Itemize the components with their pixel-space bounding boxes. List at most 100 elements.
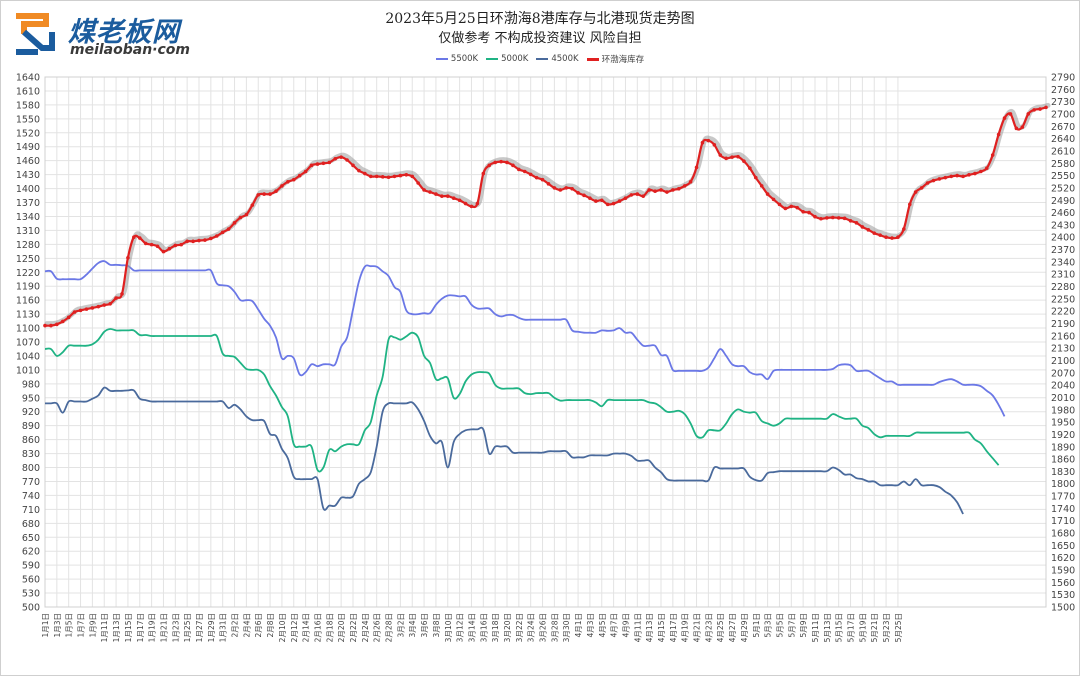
x-tick-label: 5月3日 xyxy=(764,613,773,638)
legend-swatch-4500k xyxy=(536,58,549,60)
x-tick-label: 3月26日 xyxy=(539,613,548,642)
series-3-point xyxy=(78,308,83,313)
series-3-point xyxy=(238,215,243,220)
series-3-point xyxy=(718,153,723,157)
series-0-line xyxy=(44,260,1006,417)
series-3-point xyxy=(345,158,349,162)
series-3-point xyxy=(434,192,438,196)
x-tick-label: 2月20日 xyxy=(337,613,346,642)
series-3-point xyxy=(546,182,551,186)
y-right-tick-label: 1830 xyxy=(1051,467,1075,478)
series-3-point xyxy=(410,174,415,179)
y-left-tick-label: 800 xyxy=(22,463,40,474)
series-3-point xyxy=(315,162,320,166)
x-tick-label: 4月21日 xyxy=(693,613,702,642)
x-tick-label: 2月18日 xyxy=(325,613,334,642)
x-tick-label: 2月22日 xyxy=(349,613,358,642)
y-left-tick-label: 1610 xyxy=(16,86,40,97)
x-tick-label: 2月26日 xyxy=(373,613,382,642)
series-3-point xyxy=(860,225,865,229)
series-3-point xyxy=(801,209,805,214)
series-3-point xyxy=(143,241,148,246)
y-right-tick-label: 2130 xyxy=(1051,344,1075,355)
series-3-point xyxy=(55,322,59,327)
series-3-point xyxy=(807,210,811,215)
series-3-point xyxy=(902,227,906,231)
y-right-tick-label: 2070 xyxy=(1051,368,1075,379)
legend-item-5500k: 5500K xyxy=(435,53,478,65)
series-3-point xyxy=(220,230,225,235)
series-3-point xyxy=(321,161,326,166)
series-3-point xyxy=(368,174,373,179)
x-tick-label: 1月27日 xyxy=(195,613,204,642)
x-tick-label: 4月7日 xyxy=(610,613,619,638)
x-tick-label: 1月21日 xyxy=(159,613,168,642)
series-3-point xyxy=(984,166,989,171)
x-tick-label: 3月12日 xyxy=(456,613,465,642)
x-tick-label: 4月23日 xyxy=(704,613,713,642)
series-3-point xyxy=(268,192,272,196)
series-3-point xyxy=(842,216,847,221)
series-3-point xyxy=(878,233,882,237)
legend-swatch-5500k xyxy=(435,58,448,60)
y-right-tick-label: 2160 xyxy=(1051,331,1075,342)
y-right-tick-label: 1650 xyxy=(1051,541,1075,552)
series-3-point xyxy=(386,175,391,180)
x-tick-label: 2月10日 xyxy=(278,613,287,642)
x-tick-label: 3月6日 xyxy=(420,613,429,638)
y-right-tick-label: 2190 xyxy=(1051,319,1075,330)
x-tick-label: 3月20日 xyxy=(503,613,512,642)
y-left-tick-label: 1490 xyxy=(16,142,40,153)
x-tick-label: 1月17日 xyxy=(136,613,145,642)
series-3-point xyxy=(866,228,871,232)
series-3-point xyxy=(836,216,841,220)
x-tick-label: 3月4日 xyxy=(408,613,417,638)
y-left-tick-label: 500 xyxy=(22,603,40,614)
series-3-point xyxy=(505,160,509,165)
y-left-tick-label: 680 xyxy=(22,519,40,530)
series-3-point xyxy=(955,173,959,178)
series-3-point xyxy=(445,194,450,198)
series-3-point xyxy=(1026,112,1031,116)
series-3-point xyxy=(919,186,924,190)
series-3-point xyxy=(795,205,800,210)
series-3-point xyxy=(487,163,492,168)
legend-label-4500k: 4500K xyxy=(551,54,579,64)
x-tick-label: 2月8日 xyxy=(266,613,275,638)
series-3-point xyxy=(635,192,640,196)
plot-area xyxy=(44,76,1047,608)
series-3-point xyxy=(943,175,948,180)
x-tick-label: 1月31日 xyxy=(219,613,228,642)
series-3-point xyxy=(949,174,954,179)
series-3-point xyxy=(232,221,237,225)
x-tick-label: 3月8日 xyxy=(432,613,441,638)
y-right-tick-label: 2430 xyxy=(1051,220,1075,231)
series-3-point xyxy=(179,242,184,247)
x-tick-label: 1月25日 xyxy=(183,613,192,642)
series-3-point xyxy=(996,132,1001,137)
series-3-point xyxy=(274,189,278,194)
y-left-tick-label: 1400 xyxy=(16,184,40,195)
series-3-point xyxy=(682,184,687,188)
y-right-tick-label: 2280 xyxy=(1051,282,1075,293)
series-3-point xyxy=(1044,105,1048,110)
x-tick-label: 1月29日 xyxy=(207,613,216,642)
series-3-point xyxy=(522,169,527,174)
x-tick-label: 5月25日 xyxy=(894,613,903,642)
series-3-point xyxy=(552,186,557,190)
series-3-point xyxy=(309,163,314,168)
series-3-point xyxy=(209,236,213,241)
x-tick-label: 1月1日 xyxy=(41,613,50,638)
series-3-point xyxy=(392,174,397,179)
series-3-point xyxy=(582,193,586,198)
y-left-tick-label: 1310 xyxy=(16,226,40,237)
y-right-tick-label: 1680 xyxy=(1051,529,1075,540)
series-3-point xyxy=(724,156,728,161)
x-tick-label: 3月28日 xyxy=(550,613,559,642)
series-3-point xyxy=(72,310,77,314)
x-tick-label: 4月5日 xyxy=(598,613,607,638)
y-left-tick-label: 1130 xyxy=(16,310,40,321)
series-3-point xyxy=(1032,108,1036,112)
series-3-point xyxy=(339,155,343,159)
x-tick-label: 4月25日 xyxy=(716,613,725,642)
